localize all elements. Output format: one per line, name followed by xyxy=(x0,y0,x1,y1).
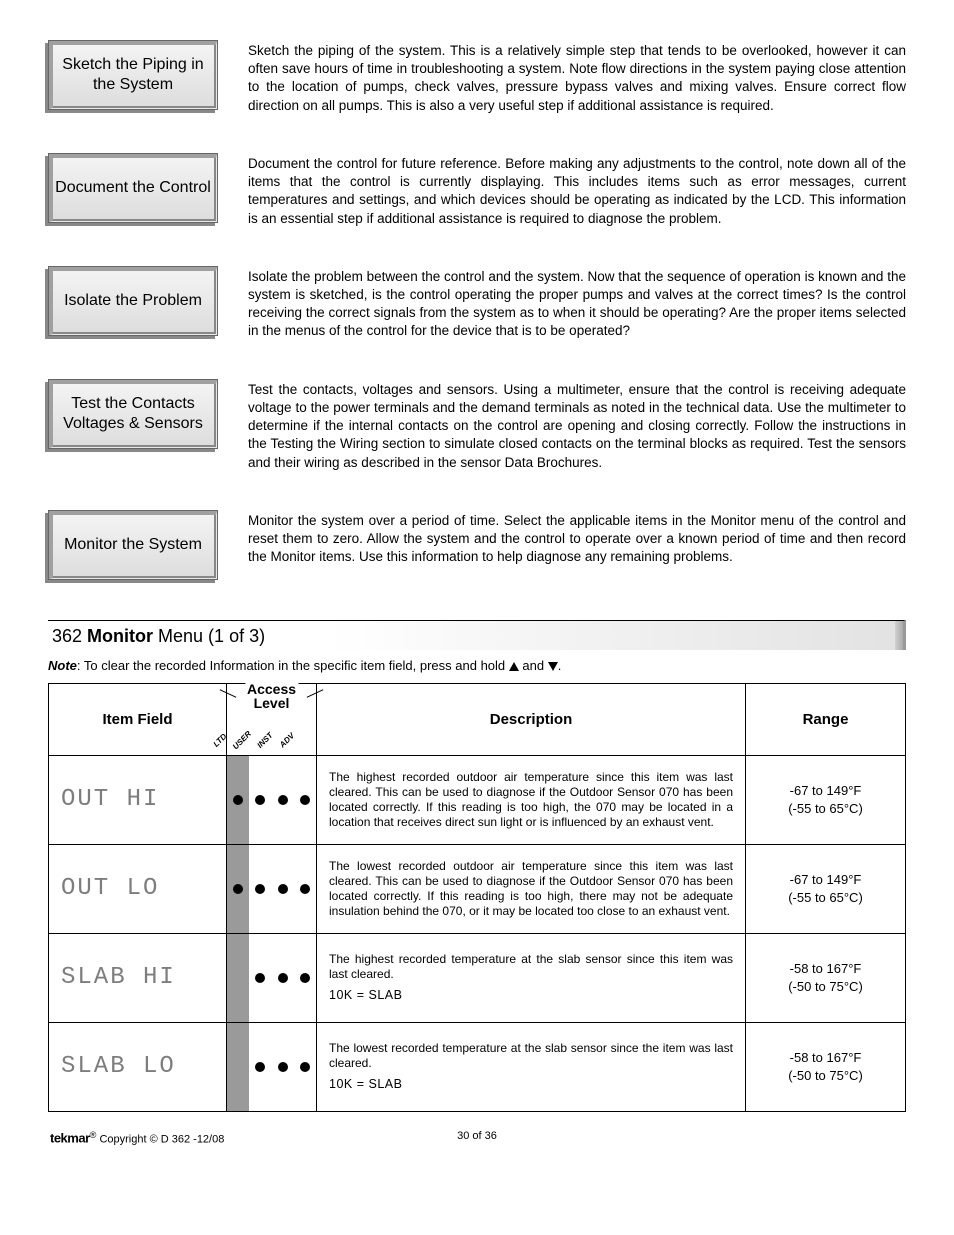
step-description: Sketch the piping of the system. This is… xyxy=(248,40,906,115)
description-extra: 10K = SLAB xyxy=(329,1077,733,1093)
range-f: -67 to 149°F xyxy=(752,782,899,800)
dot-icon xyxy=(300,884,310,894)
dot-icon xyxy=(278,973,288,983)
section-title-pre: 362 xyxy=(52,626,87,646)
dot-icon xyxy=(300,795,310,805)
access-dot-col xyxy=(272,845,294,933)
down-arrow-icon xyxy=(548,662,558,671)
th-item: Item Field xyxy=(49,683,227,755)
access-cell xyxy=(227,844,317,933)
step-description: Document the control for future referenc… xyxy=(248,153,906,228)
range-cell: -58 to 167°F(-50 to 75°C) xyxy=(746,1022,906,1111)
item-field-cell: SLAB LO xyxy=(49,1022,227,1111)
range-f: -67 to 149°F xyxy=(752,871,899,889)
note-label: Note xyxy=(48,658,77,673)
dot-icon xyxy=(278,795,288,805)
range-c: (-50 to 75°C) xyxy=(752,978,899,996)
range-cell: -67 to 149°F(-55 to 65°C) xyxy=(746,844,906,933)
step-row: Isolate the Problem Isolate the problem b… xyxy=(48,266,906,341)
access-dot-col xyxy=(272,756,294,844)
access-cell xyxy=(227,755,317,844)
page-footer: tekmar® Copyright © D 362 -12/08 30 of 3… xyxy=(48,1130,906,1146)
dot-icon xyxy=(255,1062,265,1072)
item-field-cell: SLAB HI xyxy=(49,933,227,1022)
step-row: Sketch the Piping in the System Sketch th… xyxy=(48,40,906,115)
step-box: Monitor the System xyxy=(48,510,218,580)
step-box: Sketch the Piping in the System xyxy=(48,40,218,110)
step-row: Monitor the System Monitor the system ove… xyxy=(48,510,906,580)
monitor-table: Item Field AccessLevel LTDUSERINSTADV De… xyxy=(48,683,906,1112)
footer-left: tekmar® Copyright © D 362 -12/08 xyxy=(50,1130,224,1146)
access-dot-col xyxy=(249,845,271,933)
step-row: Test the Contacts Voltages & Sensors Test… xyxy=(48,379,906,472)
dot-icon xyxy=(300,1062,310,1072)
copyright-text: Copyright © D 362 -12/08 xyxy=(96,1133,224,1145)
range-cell: -67 to 149°F(-55 to 65°C) xyxy=(746,755,906,844)
access-dot-col xyxy=(272,934,294,1022)
range-f: -58 to 167°F xyxy=(752,960,899,978)
item-field-cell: OUT HI xyxy=(49,755,227,844)
dot-icon xyxy=(255,973,265,983)
description-cell: The highest recorded temperature at the … xyxy=(317,933,746,1022)
th-access: AccessLevel LTDUSERINSTADV xyxy=(227,683,317,755)
item-field-cell: OUT LO xyxy=(49,844,227,933)
note-text: : To clear the recorded Information in t… xyxy=(77,658,509,673)
range-cell: -58 to 167°F(-50 to 75°C) xyxy=(746,933,906,1022)
access-cell xyxy=(227,1022,317,1111)
th-desc: Description xyxy=(317,683,746,755)
description-extra: 10K = SLAB xyxy=(329,988,733,1004)
dot-icon xyxy=(300,973,310,983)
access-dot-col xyxy=(227,845,249,933)
dot-icon xyxy=(233,795,243,805)
dot-icon xyxy=(255,795,265,805)
access-dot-col xyxy=(294,756,316,844)
table-row: SLAB HI The highest recorded temperature … xyxy=(49,933,906,1022)
range-c: (-55 to 65°C) xyxy=(752,800,899,818)
access-title: AccessLevel xyxy=(245,682,298,711)
access-dot-col xyxy=(227,1023,249,1111)
section-header: 362 Monitor Menu (1 of 3) xyxy=(48,620,906,650)
access-dot-col xyxy=(294,934,316,1022)
description-cell: The lowest recorded outdoor air temperat… xyxy=(317,844,746,933)
table-row: SLAB LO The lowest recorded temperature a… xyxy=(49,1022,906,1111)
access-cell xyxy=(227,933,317,1022)
page-number: 30 of 36 xyxy=(457,1130,497,1142)
note-text-end: . xyxy=(558,658,562,673)
access-dot-col xyxy=(227,756,249,844)
up-arrow-icon xyxy=(509,662,519,671)
access-dot-col xyxy=(272,1023,294,1111)
step-row: Document the Control Document the control… xyxy=(48,153,906,228)
table-row: OUT LO The lowest recorded outdoor air te… xyxy=(49,844,906,933)
step-box: Document the Control xyxy=(48,153,218,223)
access-dot-col xyxy=(249,1023,271,1111)
range-c: (-55 to 65°C) xyxy=(752,889,899,907)
access-dot-col xyxy=(294,845,316,933)
dot-icon xyxy=(233,884,243,894)
dot-icon xyxy=(278,884,288,894)
access-dot-col xyxy=(249,934,271,1022)
note-text-mid: and xyxy=(519,658,548,673)
step-box: Test the Contacts Voltages & Sensors xyxy=(48,379,218,449)
step-description: Monitor the system over a period of time… xyxy=(248,510,906,567)
step-description: Isolate the problem between the control … xyxy=(248,266,906,341)
note-line: Note: To clear the recorded Information … xyxy=(48,658,906,673)
brand-logo: tekmar xyxy=(50,1130,90,1145)
step-box: Isolate the Problem xyxy=(48,266,218,336)
access-dot-col xyxy=(227,934,249,1022)
access-dot-col xyxy=(294,1023,316,1111)
th-range: Range xyxy=(746,683,906,755)
range-c: (-50 to 75°C) xyxy=(752,1067,899,1085)
range-f: -58 to 167°F xyxy=(752,1049,899,1067)
table-row: OUT HI The highest recorded outdoor air t… xyxy=(49,755,906,844)
description-cell: The lowest recorded temperature at the s… xyxy=(317,1022,746,1111)
dot-icon xyxy=(255,884,265,894)
dot-icon xyxy=(278,1062,288,1072)
step-description: Test the contacts, voltages and sensors.… xyxy=(248,379,906,472)
description-cell: The highest recorded outdoor air tempera… xyxy=(317,755,746,844)
section-title-post: Menu (1 of 3) xyxy=(153,626,265,646)
section-title-bold: Monitor xyxy=(87,626,153,646)
access-dot-col xyxy=(249,756,271,844)
